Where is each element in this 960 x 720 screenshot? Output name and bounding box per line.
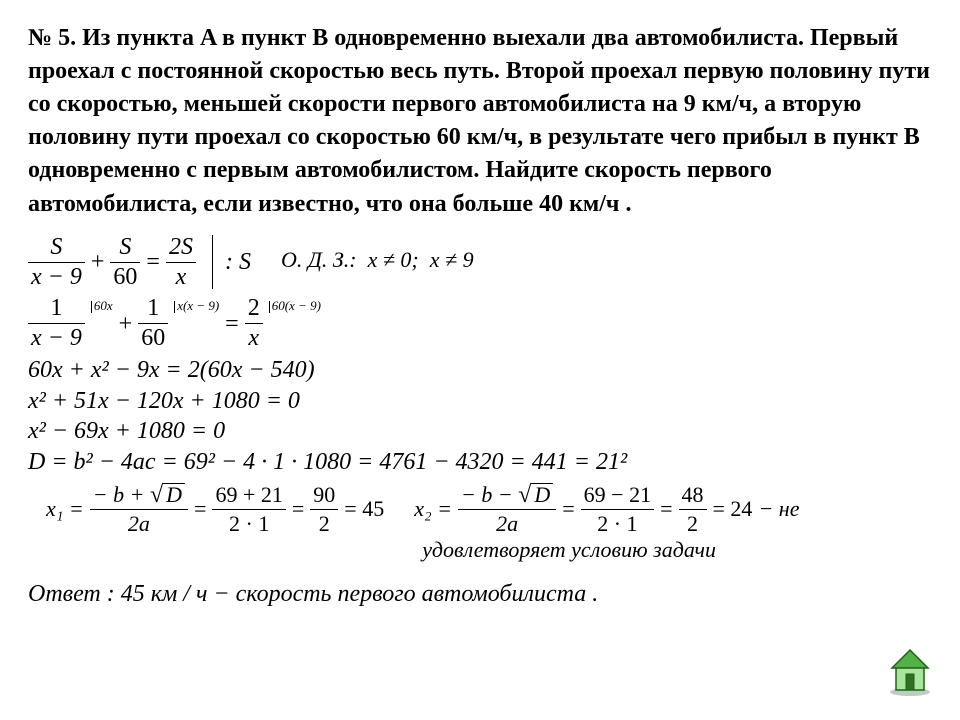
odz-label: О. Д. З.: (281, 247, 357, 272)
root-x1: x₁ = − b + √D 2a = 69 + 21 2 · 1 = 90 2 (46, 483, 384, 535)
eq2-f1-num: 1 (47, 296, 65, 321)
answer-line: Ответ : 45 км / ч − скорость первого авт… (28, 581, 932, 608)
eq1-f1-den: x − 9 (28, 265, 85, 290)
odz-block: О. Д. З.: x ≠ 0; x ≠ 9 (281, 235, 932, 273)
x1-top1a: − b + (93, 482, 150, 507)
equation-4: x² + 51x − 120x + 1080 = 0 (28, 388, 932, 414)
div-by-s: : S (225, 249, 251, 275)
eq2-f2-mult: x(x − 9) (177, 298, 219, 313)
problem-statement: № 5. Из пункта A в пункт B одновременно … (28, 22, 932, 221)
x2-lead: x₂ = (414, 497, 452, 521)
x2-rejection-note: удовлетворяет условию задачи (422, 537, 932, 563)
eq2-f3-den: x (245, 326, 262, 351)
eq1-f2-den: 60 (110, 265, 140, 290)
eq2-f3-num: 2 (245, 296, 263, 321)
x2-top1a: − b − (461, 482, 518, 507)
odz-cond-1: x ≠ 0; (368, 247, 419, 272)
eq1-f1-num: S (47, 235, 65, 260)
x2-bot1: 2a (493, 512, 521, 535)
x2-bot2: 2 · 1 (594, 512, 640, 535)
x1-top2: 69 + 21 (212, 483, 285, 506)
eq2-f3-mult: 60(x − 9) (272, 298, 321, 313)
x1-res: = 45 (344, 497, 384, 521)
odz-cond-2: x ≠ 9 (430, 247, 474, 272)
x2-res: = 24 (713, 497, 753, 521)
root-x2: x₂ = − b − √D 2a = 69 − 21 2 · 1 = (414, 483, 932, 535)
x2-top1b: D (531, 483, 553, 506)
equation-2: 1 x − 9 60x + 1 60 x(x − 9) = 2 x 60(x −… (28, 296, 932, 351)
equation-5: x² − 69x + 1080 = 0 (28, 418, 932, 444)
x1-lead: x₁ = (46, 497, 84, 521)
eq1-f3-den: x (173, 265, 190, 290)
x2-top2: 69 − 21 (581, 483, 654, 506)
eq2-f1-den: x − 9 (28, 326, 85, 351)
x2-bot3: 2 (684, 512, 701, 535)
discriminant: D = b² − 4ac = 69² − 4 · 1 · 1080 = 4761… (28, 449, 932, 475)
home-icon[interactable] (882, 642, 938, 698)
x2-tail: − не (758, 497, 799, 521)
eq2-f2-den: 60 (138, 326, 168, 351)
divider-bar (212, 235, 213, 289)
eq1-f2-num: S (116, 235, 134, 260)
x1-top3: 90 (310, 483, 338, 506)
eq2-f2-num: 1 (144, 296, 162, 321)
equation-3: 60x + x² − 9x = 2(60x − 540) (28, 357, 932, 383)
x1-top1b: D (163, 483, 185, 506)
x1-bot1: 2a (125, 512, 153, 535)
eq1-f3-num: 2S (166, 235, 196, 260)
x1-bot2: 2 · 1 (226, 512, 272, 535)
eq2-f1-mult: 60x (94, 298, 113, 313)
x1-bot3: 2 (316, 512, 333, 535)
equation-1: S x − 9 + S 60 = 2S x : S (28, 235, 251, 290)
x2-top3: 48 (679, 483, 707, 506)
